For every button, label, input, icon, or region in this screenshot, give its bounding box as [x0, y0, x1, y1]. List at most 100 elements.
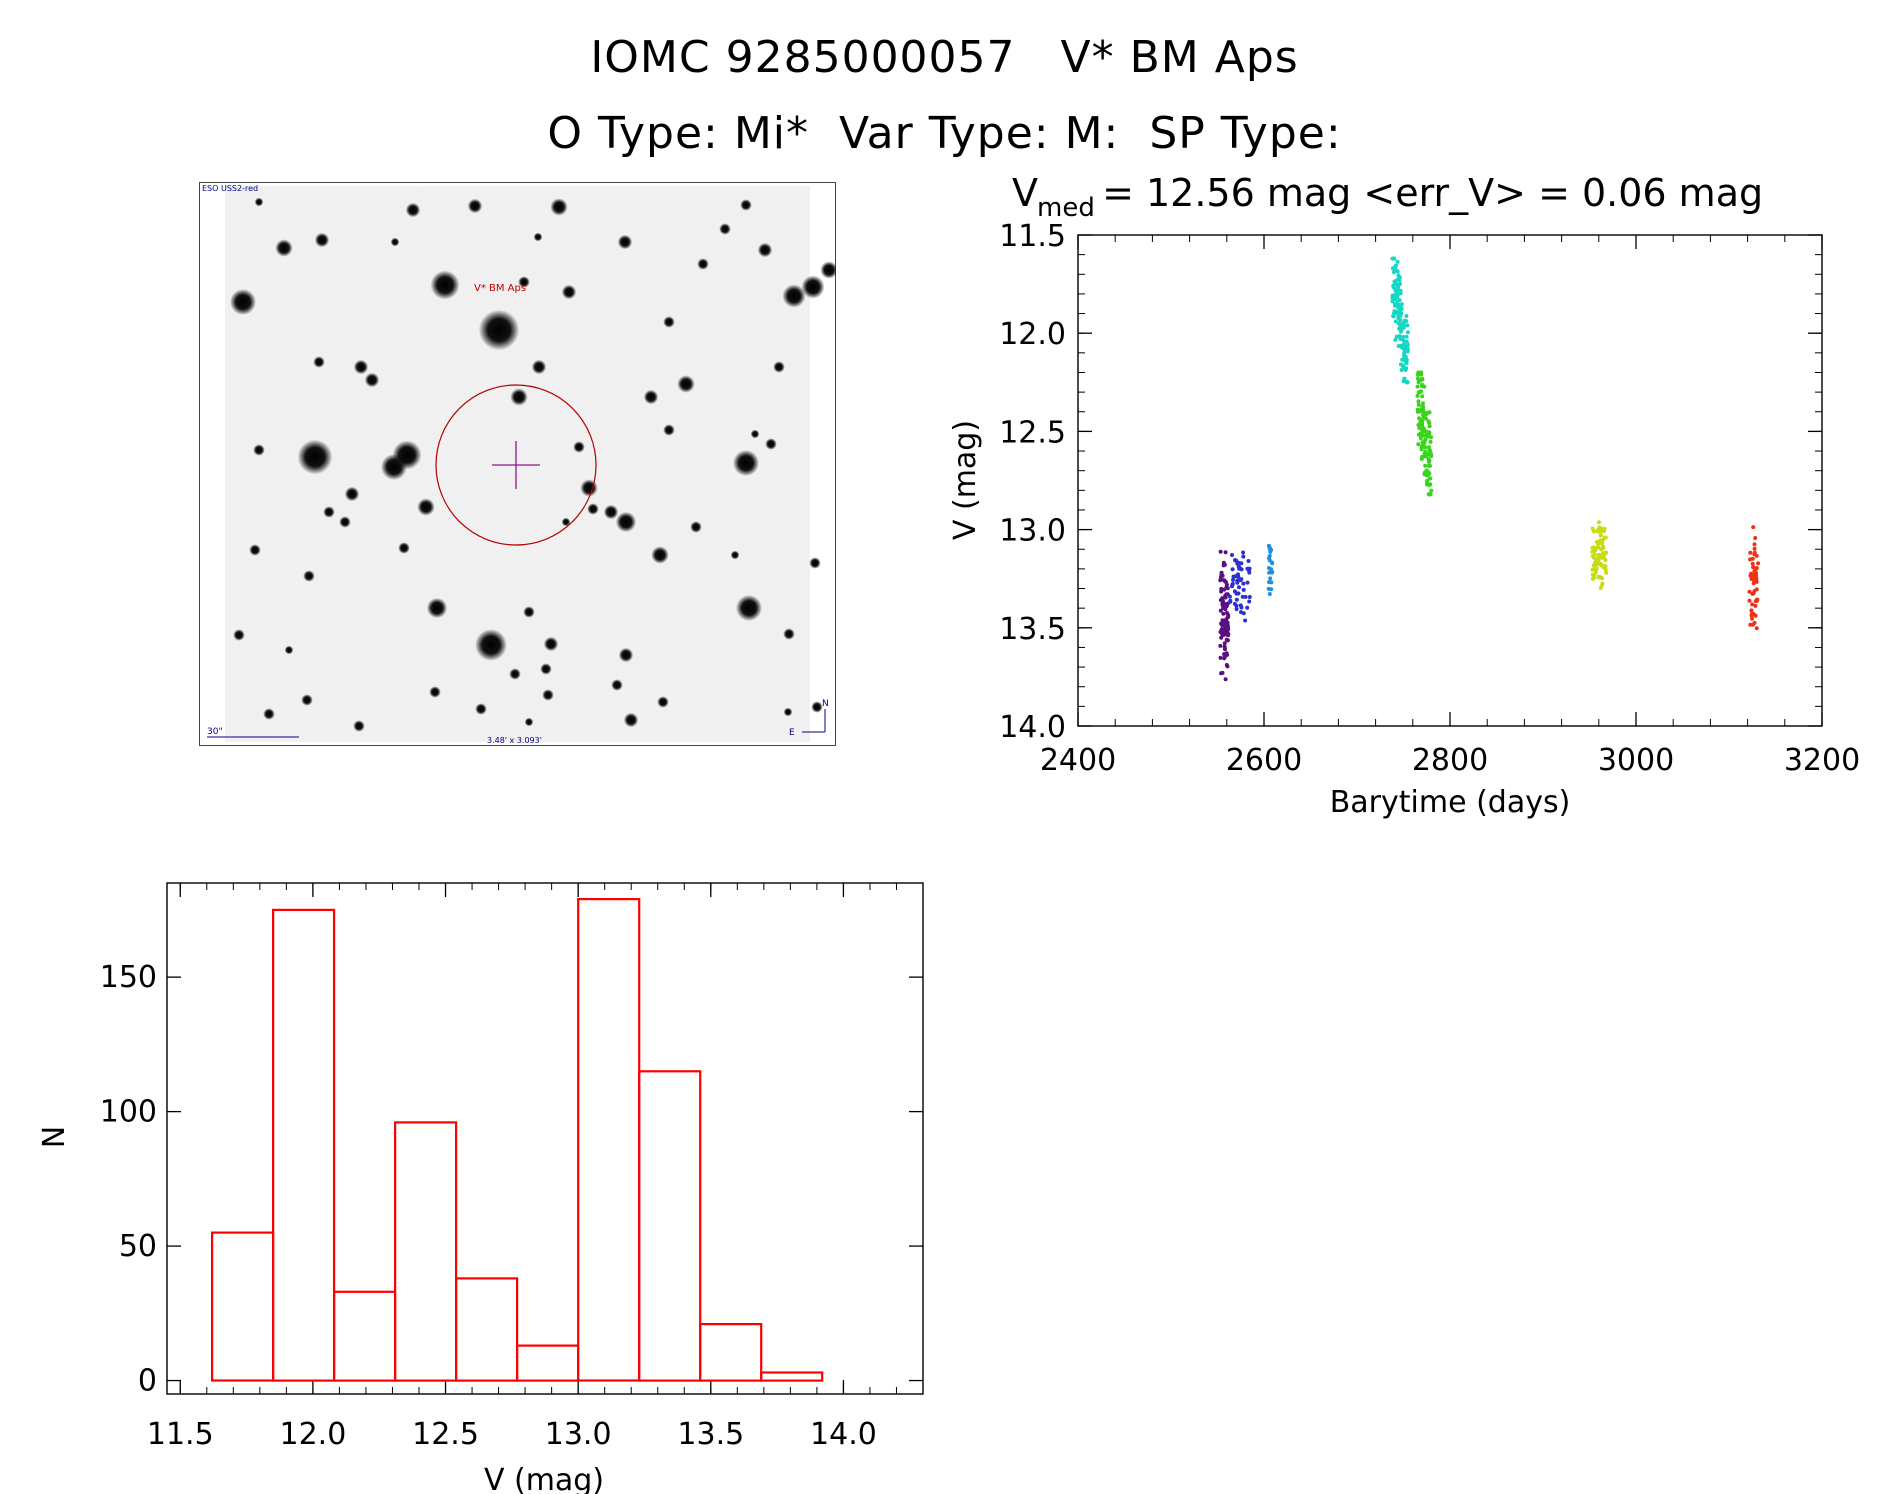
lc-data-point	[1392, 256, 1397, 261]
lc-data-point	[1222, 645, 1227, 650]
star-dot	[518, 276, 530, 288]
lc-data-point	[1415, 384, 1420, 389]
east-label: E	[789, 728, 795, 738]
star-dot	[301, 694, 313, 706]
lc-data-point	[1416, 390, 1421, 395]
star-dot	[543, 636, 559, 652]
lc-data-point	[1423, 445, 1428, 450]
lc-data-point	[1590, 554, 1595, 559]
lc-data-point	[1396, 321, 1401, 326]
lc-data-point	[1598, 533, 1603, 538]
lc-data-point	[1218, 643, 1223, 648]
hist-bar	[333, 1290, 397, 1382]
lc-data-point	[1223, 677, 1228, 682]
lc-data-point	[1403, 368, 1408, 372]
star-dot	[773, 361, 785, 373]
lc-data-point	[1427, 410, 1432, 415]
lc-data-point	[1416, 370, 1421, 375]
star-dot	[740, 199, 752, 211]
lc-data-point	[1245, 580, 1250, 585]
lc-data-point	[1425, 452, 1430, 457]
hist-y-tick-label: 50	[119, 1229, 157, 1264]
histogram-chart: 11.5 12.0 12.5 13.0 13.5 14.0 0 50 100 150 V (mag…	[37, 882, 924, 1494]
lc-data-point	[1595, 545, 1600, 550]
star-dot	[353, 359, 369, 375]
lc-data-point	[1425, 481, 1430, 486]
lc-data-point	[1418, 436, 1423, 441]
lc-data-point	[1756, 561, 1761, 566]
lc-data-point	[1594, 566, 1599, 571]
star-dot	[663, 316, 675, 328]
lc-data-point	[1400, 357, 1405, 362]
lc-data-point	[1591, 563, 1596, 568]
lc-data-point	[1236, 591, 1241, 596]
lc-data-point	[1602, 529, 1606, 533]
lc-data-point	[1399, 302, 1404, 307]
lc-title-sub: med	[1037, 193, 1095, 223]
lc-y-tick-label: 12.5	[999, 415, 1066, 450]
lc-data-point	[1220, 670, 1225, 675]
star-dot	[263, 708, 275, 720]
star-dot	[478, 309, 520, 351]
hist-y-axis-label: N	[37, 1126, 72, 1148]
lc-data-point	[1416, 402, 1421, 407]
lc-data-point	[1405, 380, 1410, 385]
lc-data-point	[1267, 556, 1271, 561]
star-dot	[303, 570, 315, 582]
star-dot	[561, 517, 571, 527]
lc-data-point	[1750, 561, 1755, 566]
lc-data-point	[1592, 575, 1597, 580]
lc-data-point	[1749, 571, 1753, 576]
lc-data-point	[1393, 303, 1397, 308]
lc-data-point	[1417, 432, 1422, 437]
hist-x-tick-label: 11.5	[147, 1417, 214, 1452]
lc-data-point	[1237, 585, 1241, 590]
lc-data-point	[1750, 616, 1754, 621]
lc-data-point	[1755, 597, 1760, 602]
star-dot	[820, 261, 836, 279]
lc-data-point	[1226, 625, 1230, 630]
star-dot	[809, 557, 821, 569]
lc-data-point	[1228, 598, 1233, 603]
lc-data-point	[1748, 550, 1753, 555]
hist-x-tick-label: 13.0	[545, 1417, 612, 1452]
star-dot	[531, 359, 547, 375]
lc-data-point	[1596, 520, 1601, 525]
lc-data-point	[1747, 589, 1752, 594]
star-dot	[314, 232, 330, 248]
lc-data-point	[1239, 610, 1243, 615]
lc-data-point	[1754, 579, 1759, 584]
lc-data-point	[1239, 561, 1244, 566]
star-dot	[615, 511, 637, 533]
star-dot	[643, 389, 659, 405]
star-dot	[561, 284, 577, 300]
lc-data-point	[1221, 611, 1226, 616]
lc-data-point	[1415, 393, 1420, 398]
lc-data-point	[1429, 488, 1434, 493]
lc-data-point	[1238, 578, 1243, 583]
lc-data-point	[1405, 330, 1410, 335]
lc-data-point	[1752, 589, 1757, 593]
lc-data-point	[1241, 554, 1246, 559]
star-dot	[323, 506, 335, 518]
star-dot	[467, 198, 483, 214]
target-aperture-circle	[435, 384, 597, 546]
lc-series-season-7	[1747, 525, 1761, 631]
lc-data-point	[1220, 596, 1225, 601]
star-dot	[417, 498, 435, 516]
lc-data-point	[1222, 652, 1227, 657]
survey-label: ESO USS2-red	[202, 184, 258, 193]
lc-data-point	[1404, 314, 1409, 318]
star-dot	[550, 198, 568, 216]
lc-data-point	[1751, 565, 1756, 570]
star-dot	[524, 717, 534, 727]
lc-data-point	[1218, 549, 1223, 554]
lc-data-point	[1599, 563, 1604, 568]
lc-data-point	[1392, 269, 1397, 274]
lc-data-point	[1404, 334, 1409, 339]
lc-y-axis-label: V (mag)	[948, 420, 983, 540]
lc-data-point	[1405, 323, 1410, 328]
lc-data-point	[1750, 556, 1755, 561]
lc-data-point	[1234, 597, 1239, 602]
star-dot	[275, 239, 293, 257]
